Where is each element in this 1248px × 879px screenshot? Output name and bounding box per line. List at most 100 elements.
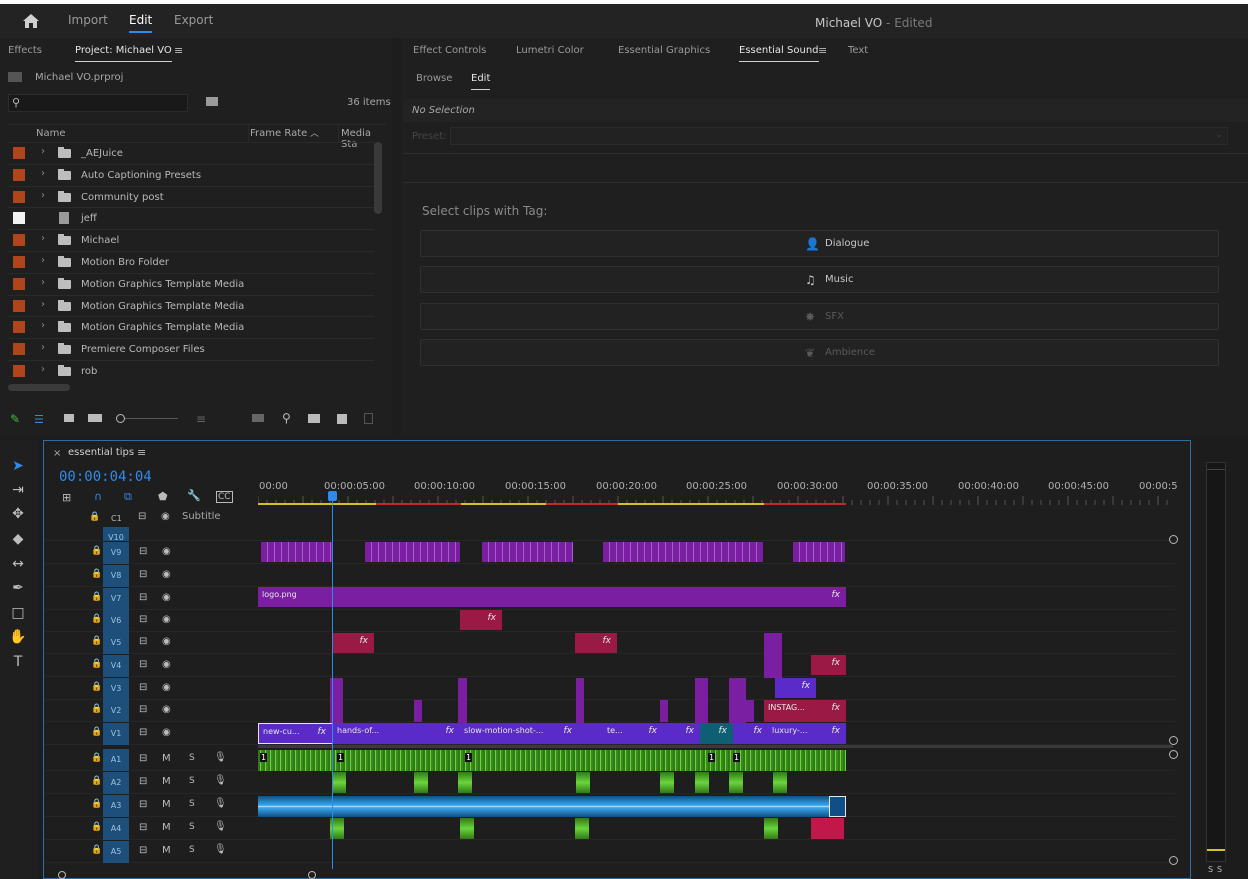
close-tab-icon[interactable]: × — [53, 448, 62, 459]
label-color-swatch[interactable] — [13, 234, 25, 247]
sync-lock-icon[interactable]: ⊟ — [139, 845, 148, 856]
wrench-icon[interactable]: 🔧 — [187, 489, 201, 502]
list-item[interactable]: jeff — [8, 207, 374, 228]
list-item[interactable]: › Motion Bro Folder — [8, 251, 374, 272]
video-clip[interactable] — [746, 700, 754, 722]
tab-project[interactable]: Project: Michael VO — [75, 45, 172, 62]
sequence-tab[interactable]: essential tips — [68, 447, 135, 458]
tab-effect-controls[interactable]: Effect Controls — [413, 45, 487, 56]
vertical-zoom-handle[interactable] — [1169, 750, 1178, 759]
video-clip[interactable] — [764, 633, 782, 678]
video-clip-instagram[interactable]: INSTAG... fx — [764, 700, 846, 722]
sync-lock-icon[interactable]: ⊟ — [139, 659, 148, 670]
chevron-right-icon[interactable]: › — [41, 364, 45, 375]
audio-clip[interactable] — [773, 772, 787, 793]
add-marker-icon[interactable]: ⬟ — [158, 490, 168, 503]
video-clip-v1[interactable]: fx — [700, 723, 733, 744]
vertical-scrollbar[interactable] — [374, 142, 382, 214]
solo-left-button[interactable]: S — [1208, 865, 1214, 874]
video-track-v5[interactable]: 🔒 V5 ⊟ ◉ — [45, 632, 1175, 654]
video-clip[interactable] — [261, 542, 333, 562]
list-item[interactable]: › Motion Graphics Template Media — [8, 272, 374, 294]
sync-lock-icon[interactable]: ⊟ — [139, 546, 148, 557]
video-clip[interactable] — [482, 542, 573, 562]
zoom-slider[interactable] — [116, 414, 178, 423]
video-track-v6[interactable]: 🔒 V6 ⊟ ◉ — [45, 610, 1175, 632]
music-tag-button[interactable]: ♫ Music — [420, 266, 1219, 293]
sync-lock-icon[interactable]: ⊟ — [139, 799, 148, 810]
label-color-swatch[interactable] — [13, 299, 25, 312]
video-clip-v1[interactable]: luxury-... fx — [768, 723, 846, 744]
panel-menu-icon[interactable]: ≡ — [174, 44, 184, 57]
microphone-icon[interactable]: 🎙 — [214, 775, 227, 786]
video-clip-v1[interactable]: hands-of... fx — [333, 723, 460, 744]
tab-essential-graphics[interactable]: Essential Graphics — [618, 45, 711, 56]
list-item[interactable]: › Michael — [8, 229, 374, 250]
list-view-icon[interactable]: ☰ — [34, 413, 44, 426]
sort-icon[interactable]: ≡ — [196, 412, 207, 426]
audio-clip-a1[interactable]: 1 1 1 1 1 — [258, 750, 846, 771]
audio-clip[interactable] — [458, 772, 472, 793]
nest-icon[interactable]: ⊞ — [62, 491, 72, 504]
list-item[interactable]: › Community post — [8, 185, 374, 207]
panel-menu-icon[interactable]: ≡ — [137, 446, 147, 459]
eye-icon[interactable]: ◉ — [162, 592, 171, 603]
solo-right-button[interactable]: S — [1217, 865, 1223, 874]
captions-icon[interactable]: CC — [216, 491, 233, 503]
track-target-label[interactable]: V6 — [103, 610, 129, 632]
track-target-label[interactable]: V5 — [103, 632, 129, 654]
freeform-view-icon[interactable] — [88, 414, 102, 422]
audio-track-a5[interactable]: 🔒 A5 ⊟ M S 🎙 — [45, 841, 1175, 863]
selection-tool-icon[interactable]: ➤ — [12, 458, 24, 474]
lock-icon[interactable]: 🔒 — [91, 592, 103, 602]
nav-export[interactable]: Export — [174, 13, 214, 27]
slip-tool-icon[interactable]: ↔ — [12, 556, 24, 572]
track-target-label[interactable]: V2 — [103, 700, 129, 722]
eye-icon[interactable]: ◉ — [162, 682, 171, 693]
lock-icon[interactable]: 🔒 — [91, 727, 103, 737]
video-clip-v1[interactable]: fx — [733, 723, 768, 744]
video-track-v3[interactable]: 🔒 V3 ⊟ ◉ — [45, 678, 1175, 700]
tab-effects[interactable]: Effects — [8, 45, 42, 56]
video-clip-v1[interactable]: te... fx — [603, 723, 663, 744]
find-icon[interactable]: ⚲ — [282, 411, 291, 425]
audio-clip[interactable] — [575, 818, 589, 839]
eye-icon[interactable]: ◉ — [162, 546, 171, 557]
video-clip[interactable]: fx — [460, 610, 502, 630]
microphone-icon[interactable]: 🎙 — [214, 798, 227, 809]
lock-icon[interactable]: 🔒 — [91, 776, 103, 786]
nav-import[interactable]: Import — [68, 13, 108, 27]
column-media-start[interactable]: Media Sta — [341, 128, 372, 150]
sync-lock-icon[interactable]: ⊟ — [139, 569, 148, 580]
trash-icon[interactable] — [364, 413, 373, 424]
video-track-v2[interactable]: 🔒 V2 ⊟ ◉ — [45, 700, 1175, 722]
panel-menu-icon[interactable]: ≡ — [818, 44, 828, 57]
video-clip[interactable]: fx — [775, 678, 816, 698]
sync-lock-icon[interactable]: ⊟ — [139, 682, 148, 693]
video-track-v8[interactable]: 🔒 V8 ⊟ ◉ — [45, 565, 1175, 587]
label-color-swatch[interactable] — [13, 343, 25, 356]
lock-icon[interactable]: 🔒 — [91, 569, 103, 579]
lock-icon[interactable]: 🔒 — [91, 614, 103, 624]
audio-clip[interactable] — [576, 772, 590, 793]
track-select-tool-icon[interactable]: ⇥ — [12, 482, 24, 498]
label-color-swatch[interactable] — [13, 256, 25, 268]
audio-clip[interactable] — [414, 772, 428, 793]
sort-chevron-up-icon[interactable]: ︿ — [310, 129, 320, 139]
video-clip[interactable] — [793, 542, 845, 562]
tab-lumetri-color[interactable]: Lumetri Color — [516, 45, 584, 56]
new-search-bin-icon[interactable] — [206, 97, 218, 106]
label-color-swatch[interactable] — [13, 277, 25, 290]
solo-button[interactable]: S — [189, 799, 195, 809]
audio-clip[interactable] — [829, 796, 846, 817]
tab-text[interactable]: Text — [848, 45, 869, 56]
sync-lock-icon[interactable]: ⊟ — [138, 511, 147, 522]
list-item[interactable]: › _AEJuice — [8, 142, 374, 163]
home-icon[interactable] — [22, 13, 40, 29]
mute-button[interactable]: M — [162, 776, 171, 787]
mute-button[interactable]: M — [162, 822, 171, 833]
vertical-zoom-handle[interactable] — [1169, 535, 1178, 544]
horizontal-scrollbar[interactable] — [8, 384, 70, 391]
audio-clip-a3[interactable] — [258, 796, 846, 817]
lock-icon[interactable]: 🔒 — [91, 799, 103, 809]
